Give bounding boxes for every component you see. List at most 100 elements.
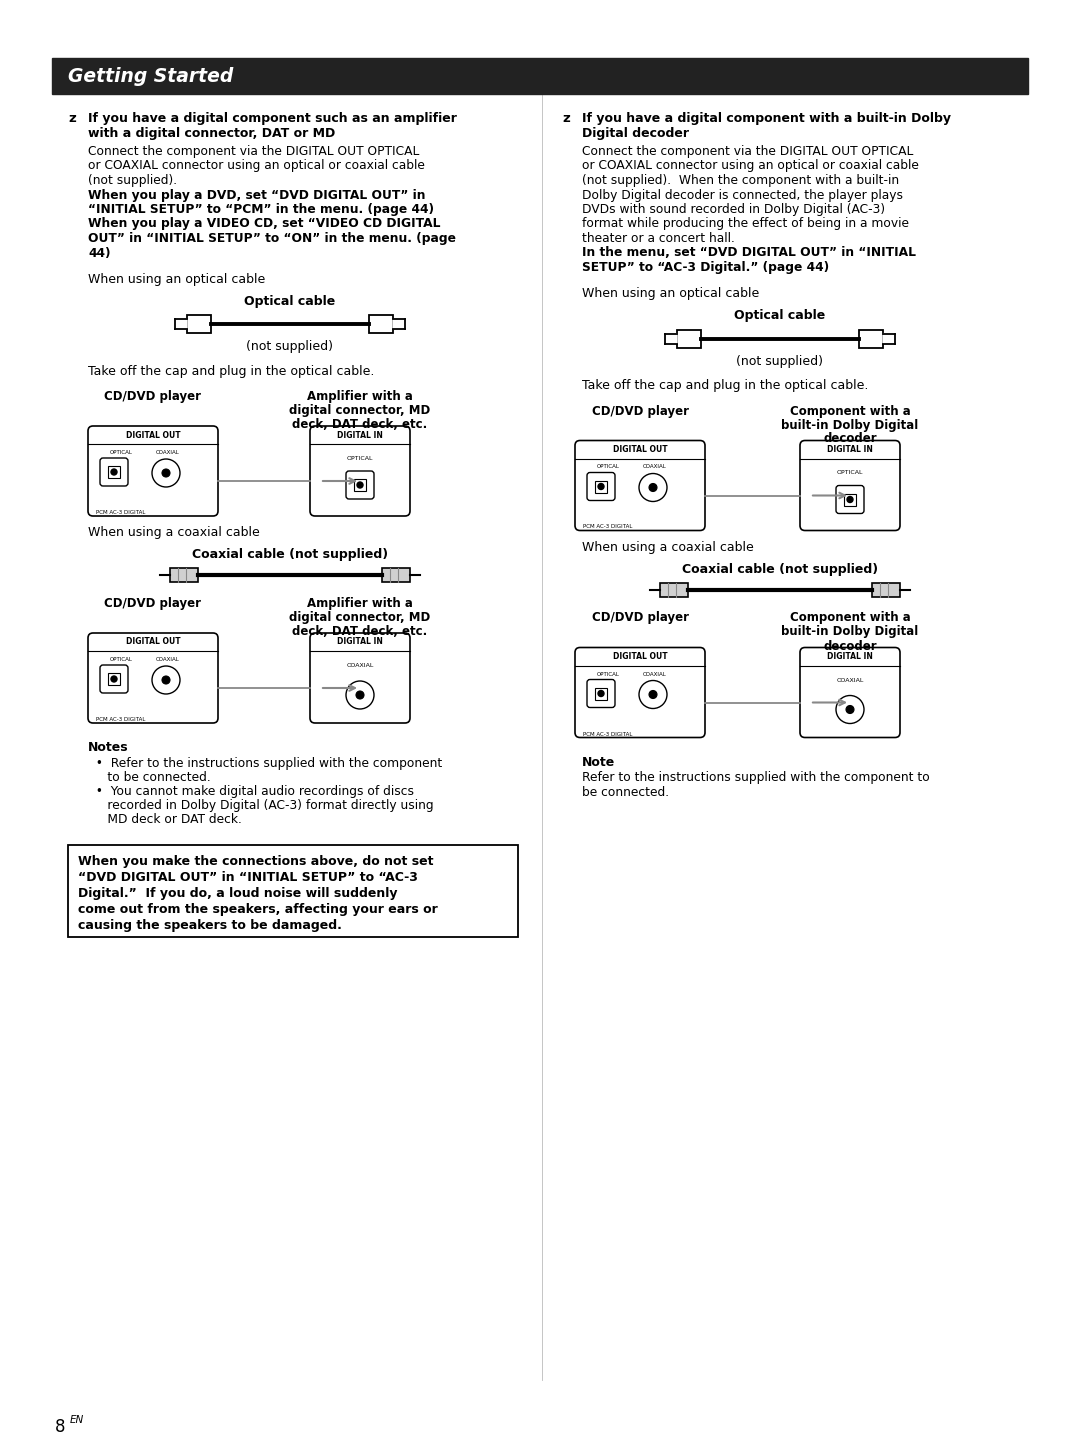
Text: COAXIAL: COAXIAL (156, 450, 179, 455)
Bar (382, 568, 410, 581)
Text: Digital.”  If you do, a loud noise will suddenly: Digital.” If you do, a loud noise will s… (78, 886, 397, 899)
Bar (170, 568, 198, 581)
Text: When using an optical cable: When using an optical cable (87, 273, 266, 286)
FancyBboxPatch shape (800, 648, 900, 738)
Circle shape (649, 691, 657, 698)
Text: with a digital connector, DAT or MD: with a digital connector, DAT or MD (87, 127, 335, 140)
Text: DIGITAL IN: DIGITAL IN (337, 637, 383, 646)
Text: come out from the speakers, affecting your ears or: come out from the speakers, affecting yo… (78, 904, 437, 917)
Text: (not supplied): (not supplied) (246, 340, 334, 353)
Text: be connected.: be connected. (582, 786, 670, 799)
Text: Dolby Digital decoder is connected, the player plays: Dolby Digital decoder is connected, the … (582, 189, 903, 201)
Text: to be connected.: to be connected. (87, 771, 211, 784)
Text: COAXIAL: COAXIAL (347, 663, 374, 668)
Text: “DVD DIGITAL OUT” in “INITIAL SETUP” to “AC-3: “DVD DIGITAL OUT” in “INITIAL SETUP” to … (78, 871, 418, 884)
Bar (108, 466, 120, 478)
Text: PCM AC-3 DIGITAL: PCM AC-3 DIGITAL (583, 524, 633, 530)
Text: or COAXIAL connector using an optical or coaxial cable: or COAXIAL connector using an optical or… (582, 160, 919, 173)
Text: PCM AC-3 DIGITAL: PCM AC-3 DIGITAL (96, 717, 146, 722)
Text: PCM AC-3 DIGITAL: PCM AC-3 DIGITAL (96, 509, 146, 515)
Polygon shape (883, 334, 895, 344)
Text: CD/DVD player: CD/DVD player (592, 404, 689, 417)
Circle shape (639, 681, 667, 708)
Bar (872, 583, 900, 597)
Text: 8: 8 (55, 1417, 66, 1436)
FancyBboxPatch shape (575, 440, 705, 531)
Circle shape (111, 469, 117, 475)
Text: When using a coaxial cable: When using a coaxial cable (582, 541, 754, 554)
Bar (859, 330, 883, 347)
Text: Component with a: Component with a (789, 612, 910, 625)
Circle shape (847, 496, 853, 502)
Text: EN: EN (70, 1415, 84, 1425)
Text: Digital decoder: Digital decoder (582, 127, 689, 140)
Bar (660, 583, 688, 597)
Bar (52, 58, 1028, 94)
Text: OPTICAL: OPTICAL (597, 465, 620, 469)
Bar (369, 315, 393, 332)
Text: decoder: decoder (823, 433, 877, 446)
Circle shape (152, 459, 180, 486)
FancyBboxPatch shape (588, 472, 615, 501)
Circle shape (846, 705, 854, 714)
Circle shape (356, 691, 364, 699)
Text: DVDs with sound recorded in Dolby Digital (AC-3): DVDs with sound recorded in Dolby Digita… (582, 203, 886, 216)
Text: (not supplied).  When the component with a built-in: (not supplied). When the component with … (582, 174, 900, 187)
Text: deck, DAT deck, etc.: deck, DAT deck, etc. (293, 625, 428, 637)
Circle shape (111, 676, 117, 682)
Text: When you play a DVD, set “DVD DIGITAL OUT” in: When you play a DVD, set “DVD DIGITAL OU… (87, 189, 426, 201)
Text: COAXIAL: COAXIAL (643, 465, 666, 469)
Text: When using an optical cable: When using an optical cable (582, 288, 759, 301)
Circle shape (162, 469, 170, 476)
Text: z: z (68, 112, 76, 125)
Text: or COAXIAL connector using an optical or coaxial cable: or COAXIAL connector using an optical or… (87, 160, 424, 173)
Text: theater or a concert hall.: theater or a concert hall. (582, 232, 734, 245)
Text: DIGITAL OUT: DIGITAL OUT (125, 637, 180, 646)
Text: DIGITAL IN: DIGITAL IN (337, 430, 383, 439)
Text: DIGITAL IN: DIGITAL IN (827, 445, 873, 453)
Text: decoder: decoder (823, 639, 877, 652)
Text: MD deck or DAT deck.: MD deck or DAT deck. (87, 813, 242, 826)
Text: •  Refer to the instructions supplied with the component: • Refer to the instructions supplied wit… (87, 757, 442, 770)
Text: COAXIAL: COAXIAL (836, 678, 864, 682)
Text: CD/DVD player: CD/DVD player (592, 612, 689, 625)
Circle shape (649, 484, 657, 492)
Circle shape (598, 484, 604, 489)
Text: If you have a digital component such as an amplifier: If you have a digital component such as … (87, 112, 457, 125)
Text: Connect the component via the DIGITAL OUT OPTICAL: Connect the component via the DIGITAL OU… (582, 145, 914, 158)
Text: DIGITAL OUT: DIGITAL OUT (612, 445, 667, 453)
Text: •  You cannot make digital audio recordings of discs: • You cannot make digital audio recordin… (87, 786, 414, 799)
FancyBboxPatch shape (588, 679, 615, 708)
Text: digital connector, MD: digital connector, MD (289, 404, 431, 417)
Text: Coaxial cable (not supplied): Coaxial cable (not supplied) (192, 548, 388, 561)
FancyBboxPatch shape (87, 426, 218, 517)
Text: format while producing the effect of being in a movie: format while producing the effect of bei… (582, 217, 909, 230)
Text: digital connector, MD: digital connector, MD (289, 612, 431, 625)
Text: OPTICAL: OPTICAL (347, 456, 374, 460)
Text: recorded in Dolby Digital (AC-3) format directly using: recorded in Dolby Digital (AC-3) format … (87, 799, 434, 812)
Text: In the menu, set “DVD DIGITAL OUT” in “INITIAL: In the menu, set “DVD DIGITAL OUT” in “I… (582, 246, 916, 259)
Text: OPTICAL: OPTICAL (110, 658, 133, 662)
Text: Notes: Notes (87, 741, 129, 754)
Bar (187, 315, 211, 332)
Text: “INITIAL SETUP” to “PCM” in the menu. (page 44): “INITIAL SETUP” to “PCM” in the menu. (p… (87, 203, 434, 216)
Text: OPTICAL: OPTICAL (597, 672, 620, 676)
Text: PCM AC-3 DIGITAL: PCM AC-3 DIGITAL (583, 731, 633, 737)
Bar (68, 845, 518, 937)
FancyBboxPatch shape (575, 648, 705, 738)
Polygon shape (665, 334, 677, 344)
Text: Take off the cap and plug in the optical cable.: Take off the cap and plug in the optical… (582, 380, 868, 393)
Bar (108, 673, 120, 685)
Bar (595, 481, 607, 492)
Text: causing the speakers to be damaged.: causing the speakers to be damaged. (78, 920, 342, 932)
FancyBboxPatch shape (836, 485, 864, 514)
Text: CD/DVD player: CD/DVD player (105, 597, 202, 610)
FancyBboxPatch shape (310, 633, 410, 722)
Text: built-in Dolby Digital: built-in Dolby Digital (781, 626, 919, 639)
Bar (595, 688, 607, 699)
Bar (843, 494, 856, 505)
Text: Connect the component via the DIGITAL OUT OPTICAL: Connect the component via the DIGITAL OU… (87, 145, 419, 158)
FancyBboxPatch shape (310, 426, 410, 517)
Polygon shape (393, 319, 405, 330)
FancyBboxPatch shape (346, 471, 374, 499)
